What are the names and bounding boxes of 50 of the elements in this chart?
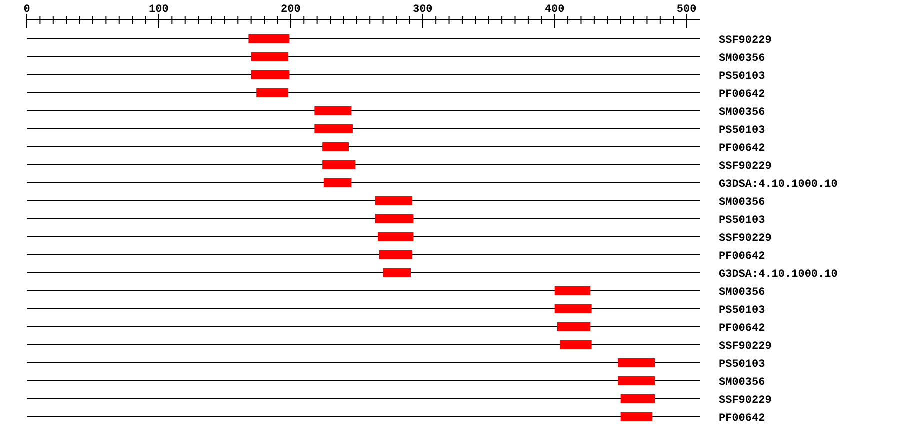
y-tick-label: SSF90229 xyxy=(719,395,772,407)
bar xyxy=(314,124,353,134)
x-tick-label: 200 xyxy=(281,4,301,16)
x-tick-label: 0 xyxy=(24,4,30,16)
y-tick-label: PS50103 xyxy=(719,125,766,137)
y-tick-label: PS50103 xyxy=(719,359,766,371)
y-tick-label: PF00642 xyxy=(719,143,766,155)
y-tick-label: SM00356 xyxy=(719,377,766,389)
bar xyxy=(375,196,412,206)
y-tick-label: SSF90229 xyxy=(719,233,772,245)
bar xyxy=(379,250,412,260)
bar xyxy=(322,160,356,170)
bar xyxy=(378,232,414,242)
x-tick-label: 500 xyxy=(676,4,697,16)
bar xyxy=(618,358,656,368)
bar xyxy=(256,88,288,98)
bar xyxy=(618,376,656,386)
bar xyxy=(248,34,290,44)
y-tick-label: PF00642 xyxy=(719,89,766,101)
x-tick-label: 300 xyxy=(412,4,433,16)
bar xyxy=(251,70,290,80)
y-tick-label: SM00356 xyxy=(719,107,766,119)
y-tick-label: PF00642 xyxy=(719,323,766,335)
x-tick-label: 400 xyxy=(544,4,565,16)
bar xyxy=(554,304,592,314)
x-tick-label: 100 xyxy=(149,4,169,16)
bar xyxy=(383,268,412,278)
y-tick-label: SSF90229 xyxy=(719,35,772,47)
y-tick-label: PS50103 xyxy=(719,215,766,227)
bar xyxy=(322,142,349,152)
y-tick-label: SSF90229 xyxy=(719,341,772,353)
y-tick-label: SM00356 xyxy=(719,287,766,299)
bar xyxy=(314,106,352,116)
y-tick-label: SSF90229 xyxy=(719,161,772,173)
bar xyxy=(560,340,592,350)
y-tick-label: SM00356 xyxy=(719,197,766,209)
y-tick-label: PF00642 xyxy=(719,251,766,263)
y-tick-label: SM00356 xyxy=(719,53,766,65)
y-tick-label: PS50103 xyxy=(719,71,766,83)
bar xyxy=(557,322,590,332)
bar xyxy=(620,412,652,422)
bar xyxy=(554,286,590,296)
bar xyxy=(324,178,352,188)
y-tick-label: G3DSA:4.10.1000.10 xyxy=(719,269,838,281)
bar xyxy=(620,394,656,404)
bar xyxy=(251,52,288,62)
bar xyxy=(375,214,414,224)
y-tick-label: PF00642 xyxy=(719,413,766,425)
y-tick-label: G3DSA:4.10.1000.10 xyxy=(719,179,838,191)
y-tick-label: PS50103 xyxy=(719,305,766,317)
